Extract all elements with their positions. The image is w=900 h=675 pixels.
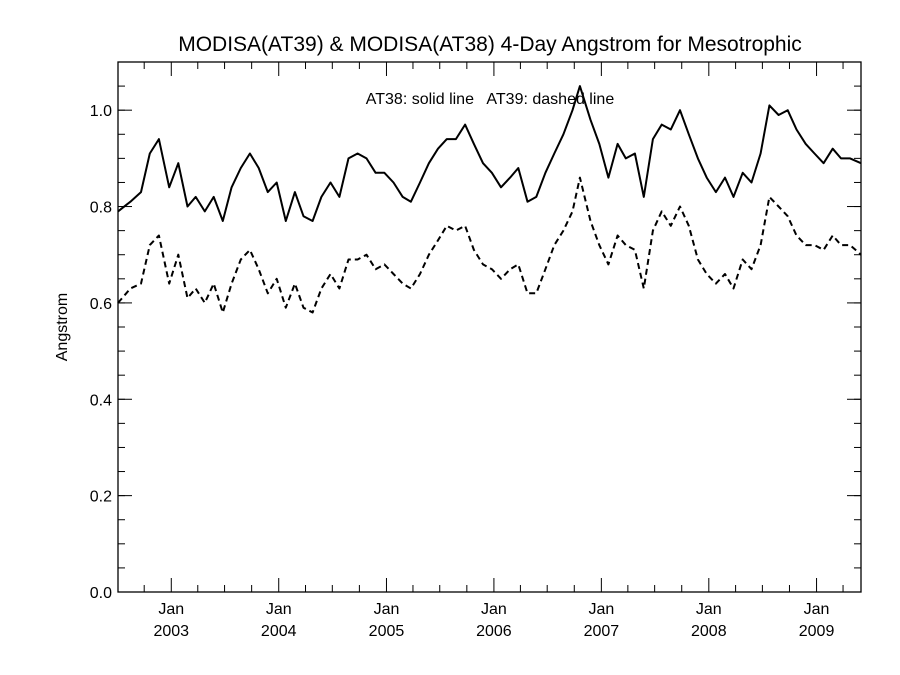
- series-line-at38: [117, 85, 862, 222]
- x-tick-month-label: Jan: [266, 601, 292, 618]
- x-tick-year-label: 2006: [476, 623, 512, 640]
- y-tick-label: 0.6: [90, 296, 112, 313]
- x-tick-year-label: 2007: [584, 623, 620, 640]
- axis-ticks: 0.0 0.2 0.4 0.6 0.8 1.0 Jan 2003 Jan 2004 Jan 2005 J…: [90, 61, 861, 640]
- x-tick-month-label: Jan: [696, 601, 722, 618]
- x-tick-year-label: 2004: [261, 623, 297, 640]
- chart-title: MODISA(AT39) & MODISA(AT38) 4-Day Angstr…: [178, 33, 802, 56]
- x-tick-year-label: 2009: [799, 623, 835, 640]
- y-tick-label: 1.0: [90, 103, 112, 120]
- x-tick-year-label: 2005: [369, 623, 405, 640]
- plot-frame: [117, 61, 862, 593]
- x-tick-month-label: Jan: [481, 601, 507, 618]
- y-tick-label: 0.8: [90, 200, 112, 217]
- x-tick-month-label: Jan: [374, 601, 400, 618]
- x-tick-year-label: 2003: [153, 623, 189, 640]
- y-tick-label: 0.4: [90, 392, 112, 409]
- series-line-at39: [117, 176, 862, 314]
- y-tick-label: 0.0: [90, 585, 112, 602]
- y-axis-label: Angstrom: [54, 293, 71, 361]
- series-lines: [117, 85, 862, 314]
- x-tick-month-label: Jan: [158, 601, 184, 618]
- x-tick-month-label: Jan: [804, 601, 830, 618]
- line-style-annotation: AT38: solid line AT39: dashed line: [366, 91, 615, 108]
- x-tick-year-label: 2008: [691, 623, 727, 640]
- x-tick-month-label: Jan: [588, 601, 614, 618]
- y-tick-label: 0.2: [90, 489, 112, 506]
